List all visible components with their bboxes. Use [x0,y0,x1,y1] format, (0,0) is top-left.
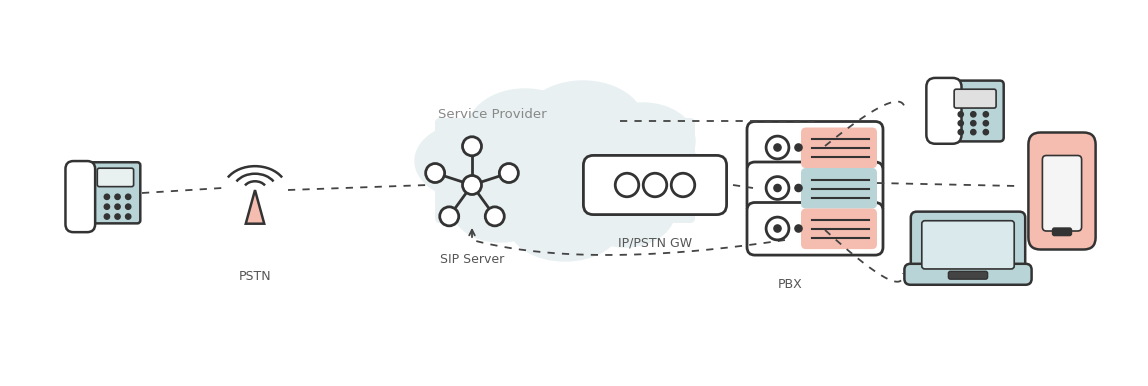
Text: IP/PSTN GW: IP/PSTN GW [618,237,692,250]
Circle shape [125,194,131,200]
Circle shape [971,120,976,126]
Circle shape [426,164,444,183]
Circle shape [115,214,121,219]
Ellipse shape [509,189,621,261]
Polygon shape [246,190,264,224]
Ellipse shape [414,123,525,199]
Text: SIP Server: SIP Server [440,253,504,266]
Circle shape [766,136,789,159]
FancyBboxPatch shape [801,208,877,249]
Circle shape [983,112,988,117]
FancyBboxPatch shape [747,122,883,174]
Circle shape [615,173,638,197]
Circle shape [104,204,109,209]
Circle shape [774,225,781,232]
FancyBboxPatch shape [65,161,95,232]
Circle shape [463,137,481,156]
Circle shape [104,194,109,200]
FancyBboxPatch shape [926,78,962,144]
Ellipse shape [575,175,675,247]
FancyBboxPatch shape [1042,156,1081,231]
FancyBboxPatch shape [905,264,1032,285]
Circle shape [794,185,802,191]
Circle shape [104,214,109,219]
Circle shape [499,164,519,183]
FancyBboxPatch shape [747,162,883,215]
Ellipse shape [521,81,645,169]
Circle shape [125,204,131,209]
Text: PSTN: PSTN [239,270,271,283]
Circle shape [971,129,976,135]
Ellipse shape [452,174,548,242]
Circle shape [983,120,988,126]
FancyBboxPatch shape [922,221,1014,269]
FancyBboxPatch shape [91,162,140,223]
Circle shape [959,120,963,126]
Circle shape [125,214,131,219]
Circle shape [971,112,976,117]
FancyBboxPatch shape [98,168,133,187]
Circle shape [440,207,459,226]
Circle shape [794,225,802,232]
FancyBboxPatch shape [946,81,1003,141]
Text: PBX: PBX [777,278,802,291]
Circle shape [486,207,504,226]
FancyBboxPatch shape [435,118,695,223]
Circle shape [774,144,781,151]
Ellipse shape [591,103,695,179]
Circle shape [463,176,481,195]
Circle shape [983,129,988,135]
Circle shape [959,129,963,135]
FancyBboxPatch shape [948,271,987,279]
Circle shape [766,217,789,240]
Circle shape [774,185,781,191]
Circle shape [959,112,963,117]
Ellipse shape [612,142,708,214]
Circle shape [643,173,667,197]
Circle shape [115,204,121,209]
FancyBboxPatch shape [583,156,727,215]
Circle shape [672,173,695,197]
FancyBboxPatch shape [954,89,996,108]
FancyBboxPatch shape [1053,228,1071,235]
Circle shape [794,144,802,151]
FancyBboxPatch shape [1029,132,1095,249]
Text: Service Provider: Service Provider [439,108,546,121]
FancyBboxPatch shape [747,203,883,255]
Circle shape [766,177,789,200]
FancyBboxPatch shape [801,168,877,208]
FancyBboxPatch shape [801,127,877,168]
FancyBboxPatch shape [910,212,1025,276]
Ellipse shape [467,89,583,173]
Circle shape [115,194,121,200]
